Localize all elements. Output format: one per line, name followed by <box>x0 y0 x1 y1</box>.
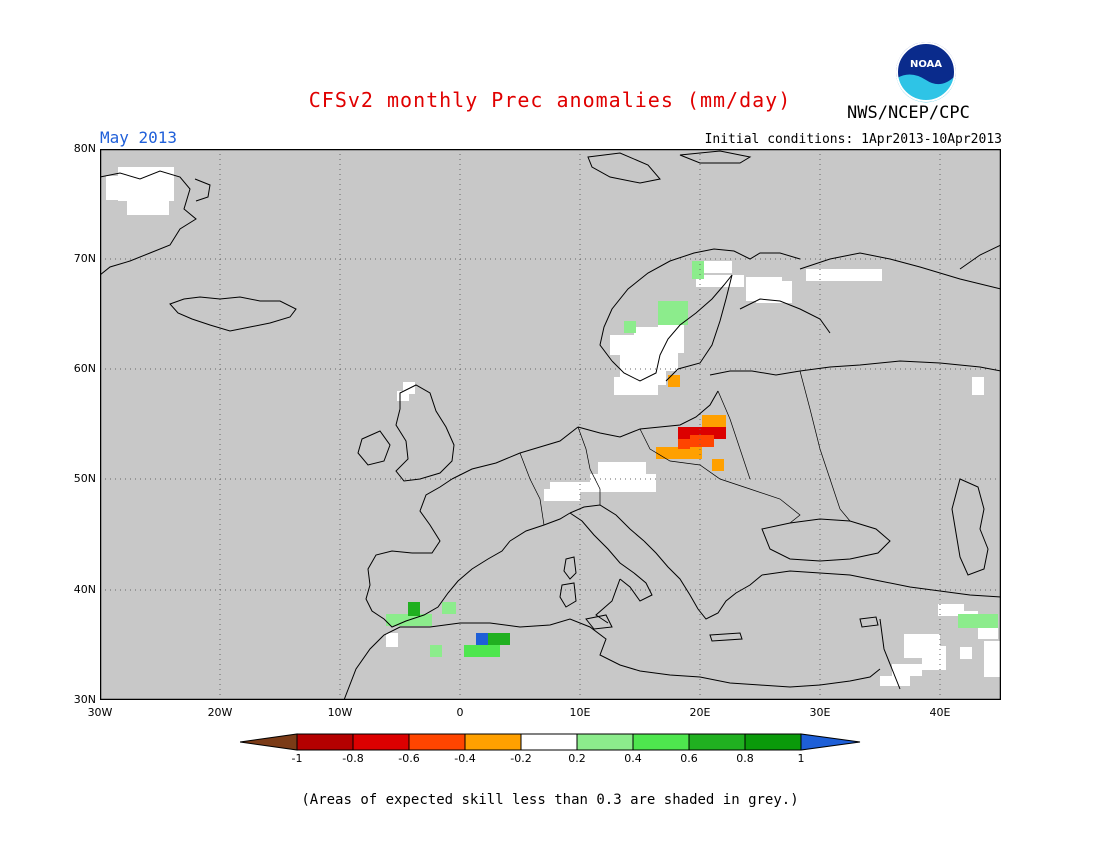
forecast-month: May 2013 <box>100 128 178 147</box>
coastlines <box>100 150 1001 700</box>
noaa-logo: NOAA <box>896 42 956 103</box>
colorbar-swatch <box>632 733 690 751</box>
map-background <box>100 149 1001 700</box>
agency-label: NWS/NCEP/CPC <box>847 103 970 123</box>
colorbar-swatch <box>352 733 410 751</box>
initial-conditions: Initial conditions: 1Apr2013-10Apr2013 <box>704 132 1002 147</box>
chart-title: CFSv2 monthly Prec anomalies (mm/day) <box>308 88 792 112</box>
colorbar-swatch <box>576 733 634 751</box>
colorbar-label: -1 <box>291 752 303 765</box>
colorbar-upper-arrow <box>800 733 861 751</box>
colorbar-label: 1 <box>797 752 805 765</box>
map-panel <box>100 149 1001 700</box>
lon-label-30e: 30E <box>809 706 831 719</box>
lat-label-40n: 40N <box>73 583 96 596</box>
lon-label-10e: 10E <box>569 706 591 719</box>
colorbar-label: -0.2 <box>510 752 532 765</box>
negative-anomaly-areas <box>656 375 726 471</box>
colorbar-swatch <box>688 733 746 751</box>
colorbar-swatch <box>408 733 466 751</box>
lat-label-50n: 50N <box>73 472 96 485</box>
map-gridlines <box>100 149 1001 700</box>
colorbar-label: 0.4 <box>624 752 642 765</box>
colorbar-swatch <box>464 733 522 751</box>
colorbar-label: 0.2 <box>568 752 586 765</box>
lat-label-80n: 80N <box>73 142 96 155</box>
positive-anomaly-areas <box>386 261 998 657</box>
skill-footnote: (Areas of expected skill less than 0.3 a… <box>301 792 799 808</box>
colorbar-label: 0.6 <box>680 752 698 765</box>
colorbar-swatch <box>296 733 354 751</box>
lon-label-40e: 40E <box>929 706 951 719</box>
colorbar-swatch <box>520 733 578 751</box>
lat-label-60n: 60N <box>73 362 96 375</box>
lon-label-10w: 10W <box>327 706 353 719</box>
map-frame <box>100 149 1001 700</box>
colorbar-swatch <box>744 733 802 751</box>
colorbar-label: -0.8 <box>342 752 364 765</box>
lon-label-0: 0 <box>456 706 464 719</box>
lon-label-20w: 20W <box>207 706 233 719</box>
colorbar <box>240 733 861 751</box>
colorbar-label: -0.4 <box>454 752 476 765</box>
colorbar-label: -0.6 <box>398 752 420 765</box>
logo-text: NOAA <box>910 59 942 70</box>
lon-label-30w: 30W <box>87 706 113 719</box>
lat-label-30n: 30N <box>73 693 96 706</box>
colorbar-lower-arrow <box>240 733 298 751</box>
colorbar-label: 0.8 <box>736 752 754 765</box>
lat-label-70n: 70N <box>73 252 96 265</box>
lon-label-20e: 20E <box>689 706 711 719</box>
